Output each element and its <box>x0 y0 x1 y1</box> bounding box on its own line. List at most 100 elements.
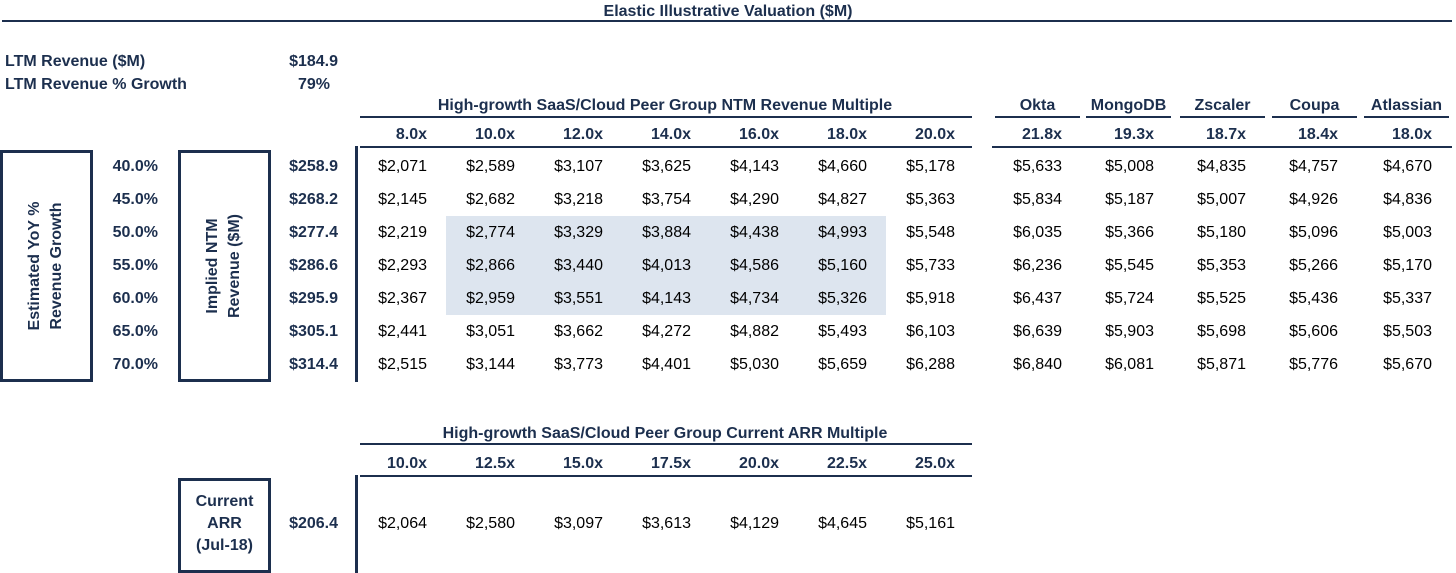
table-cell: $2,589 <box>466 158 515 175</box>
peer-cell: $5,266 <box>1289 257 1338 274</box>
table-cell: $2,959 <box>466 290 515 307</box>
table-cell: $5,030 <box>730 356 779 373</box>
revenue-box-label: Implied NTM Revenue ($M) <box>202 214 246 318</box>
peer-cell: $5,337 <box>1383 290 1432 307</box>
peer-cell: $5,670 <box>1383 356 1432 373</box>
ntm-multiple-header: 20.0x <box>914 126 955 143</box>
table-cell: $4,827 <box>818 191 867 208</box>
ltm-growth-value: 79% <box>297 76 330 93</box>
arr-multiple-header: 22.5x <box>826 455 867 472</box>
arr-group-underline <box>360 443 972 445</box>
table-cell: $5,160 <box>818 257 867 274</box>
table-cell: $3,551 <box>554 290 603 307</box>
arr-multiple-header: 15.0x <box>562 455 603 472</box>
table-cell: $2,774 <box>466 224 515 241</box>
peer-cell: $5,366 <box>1105 224 1154 241</box>
arr-cell: $2,064 <box>378 515 427 532</box>
table-cell: $3,329 <box>554 224 603 241</box>
peer-cell: $5,170 <box>1383 257 1432 274</box>
peer-cell: $4,836 <box>1383 191 1432 208</box>
peer-cell: $5,903 <box>1105 323 1154 340</box>
peer-cell: $5,776 <box>1289 356 1338 373</box>
peer-multiple: 18.7x <box>1205 126 1246 143</box>
table-cell: $5,918 <box>906 290 955 307</box>
ntm-multiples-underline <box>360 146 972 148</box>
peer-name-underline <box>1086 116 1171 118</box>
growth-rate: 60.0% <box>112 290 158 307</box>
peer-cell: $4,835 <box>1197 158 1246 175</box>
table-cell: $2,441 <box>378 323 427 340</box>
peer-cell: $6,236 <box>1013 257 1062 274</box>
table-cell: $3,773 <box>554 356 603 373</box>
table-cell: $3,625 <box>642 158 691 175</box>
table-cell: $5,548 <box>906 224 955 241</box>
peer-cell: $6,639 <box>1013 323 1062 340</box>
arr-box-label-line-2: ARR <box>207 515 242 532</box>
implied-revenue: $295.9 <box>289 290 338 307</box>
table-cell: $3,662 <box>554 323 603 340</box>
arr-cell: $3,613 <box>642 515 691 532</box>
arr-value: $206.4 <box>289 515 338 532</box>
peer-multiple: 19.3x <box>1113 126 1154 143</box>
arr-cell: $3,097 <box>554 515 603 532</box>
peer-multiple: 21.8x <box>1021 126 1062 143</box>
arr-cell: $2,580 <box>466 515 515 532</box>
peer-cell: $5,834 <box>1013 191 1062 208</box>
ltm-revenue-label: LTM Revenue ($M) <box>5 53 146 70</box>
growth-box-label-line-1: Estimated YoY % <box>26 201 43 331</box>
peer-cell: $5,606 <box>1289 323 1338 340</box>
peer-multiples-underline <box>992 146 1452 148</box>
table-cell: $3,107 <box>554 158 603 175</box>
peer-cell: $6,081 <box>1105 356 1154 373</box>
peer-name: Okta <box>1019 97 1056 114</box>
peer-cell: $5,353 <box>1197 257 1246 274</box>
growth-box-label: Estimated YoY % Revenue Growth <box>24 202 68 331</box>
arr-multiple-header: 17.5x <box>650 455 691 472</box>
table-cell: $6,288 <box>906 356 955 373</box>
arr-box <box>178 478 271 573</box>
growth-rate: 65.0% <box>112 323 158 340</box>
peer-cell: $5,187 <box>1105 191 1154 208</box>
implied-revenue: $305.1 <box>289 323 338 340</box>
page-title: Elastic Illustrative Valuation ($M) <box>603 3 853 20</box>
implied-revenue: $268.2 <box>289 191 338 208</box>
table-cell: $4,660 <box>818 158 867 175</box>
table-cell: $4,143 <box>730 158 779 175</box>
peer-cell: $5,724 <box>1105 290 1154 307</box>
table-cell: $6,103 <box>906 323 955 340</box>
ntm-group-header: High-growth SaaS/Cloud Peer Group NTM Re… <box>437 97 893 114</box>
arr-cell: $4,129 <box>730 515 779 532</box>
peer-name-underline <box>995 116 1080 118</box>
peer-cell: $5,180 <box>1197 224 1246 241</box>
implied-revenue: $286.6 <box>289 257 338 274</box>
peer-multiple: 18.0x <box>1391 126 1432 143</box>
peer-name-underline <box>1272 116 1357 118</box>
implied-revenue: $314.4 <box>289 356 338 373</box>
table-cell: $2,293 <box>378 257 427 274</box>
table-cell: $3,144 <box>466 356 515 373</box>
table-cell: $4,401 <box>642 356 691 373</box>
growth-box-label-line-2: Revenue Growth <box>48 202 65 330</box>
peer-name: Coupa <box>1289 97 1340 114</box>
peer-name: Zscaler <box>1194 97 1251 114</box>
peer-cell: $5,436 <box>1289 290 1338 307</box>
ntm-table-left-border <box>355 146 358 382</box>
implied-revenue: $277.4 <box>289 224 338 241</box>
peer-cell: $5,633 <box>1013 158 1062 175</box>
arr-box-label-line-1: Current <box>195 493 254 510</box>
table-cell: $5,326 <box>818 290 867 307</box>
peer-name: Atlassian <box>1370 97 1443 114</box>
peer-cell: $5,698 <box>1197 323 1246 340</box>
growth-box <box>0 150 93 382</box>
ntm-multiple-header: 14.0x <box>650 126 691 143</box>
table-cell: $3,218 <box>554 191 603 208</box>
table-cell: $5,363 <box>906 191 955 208</box>
table-cell: $5,733 <box>906 257 955 274</box>
ntm-multiple-header: 16.0x <box>738 126 779 143</box>
ltm-revenue-value: $184.9 <box>289 53 338 70</box>
table-cell: $3,884 <box>642 224 691 241</box>
ntm-group-underline <box>360 116 972 118</box>
table-cell: $4,586 <box>730 257 779 274</box>
peer-name: MongoDB <box>1090 97 1167 114</box>
peer-cell: $4,926 <box>1289 191 1338 208</box>
